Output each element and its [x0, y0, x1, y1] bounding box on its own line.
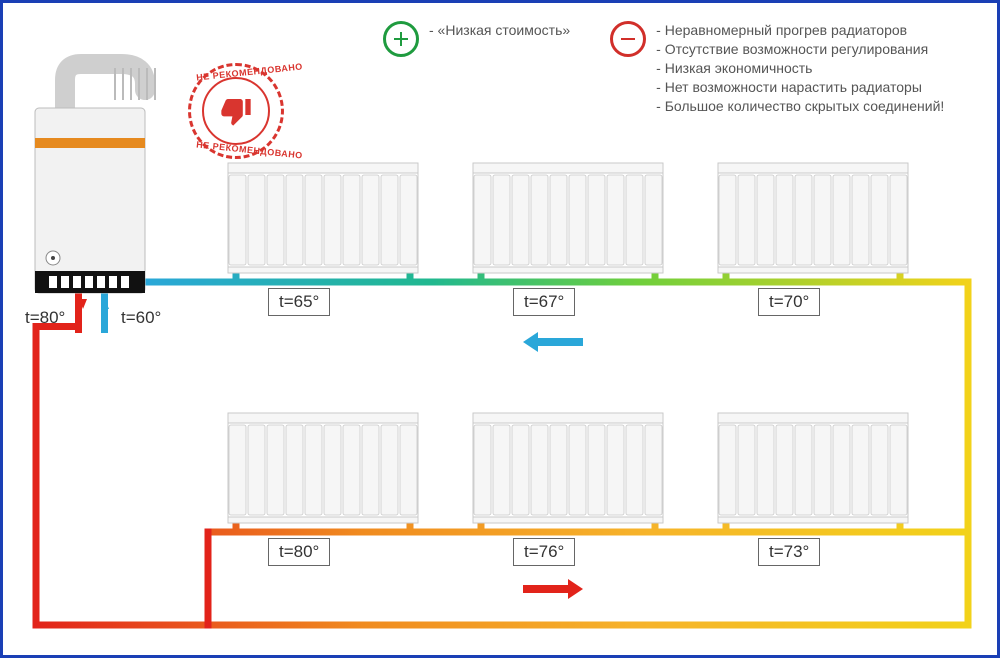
temp-box: t=80°	[268, 538, 330, 566]
temp-box: t=76°	[513, 538, 575, 566]
supply-flow-arrow-icon	[523, 578, 583, 600]
return-temp-label: t=60°	[121, 308, 161, 328]
supply-temp-label: t=80°	[25, 308, 65, 328]
boiler	[35, 64, 155, 309]
radiator	[718, 413, 908, 523]
radiator	[473, 413, 663, 523]
radiator	[718, 163, 908, 273]
return-flow-arrow-icon	[523, 331, 583, 353]
radiator	[473, 163, 663, 273]
radiator	[228, 413, 418, 523]
temp-box: t=73°	[758, 538, 820, 566]
temp-box: t=67°	[513, 288, 575, 316]
diagram-frame: - «Низкая стоимость» - Неравномерный про…	[0, 0, 1000, 658]
temp-box: t=65°	[268, 288, 330, 316]
diagram-svg	[3, 3, 1000, 661]
radiator	[228, 163, 418, 273]
temp-box: t=70°	[758, 288, 820, 316]
